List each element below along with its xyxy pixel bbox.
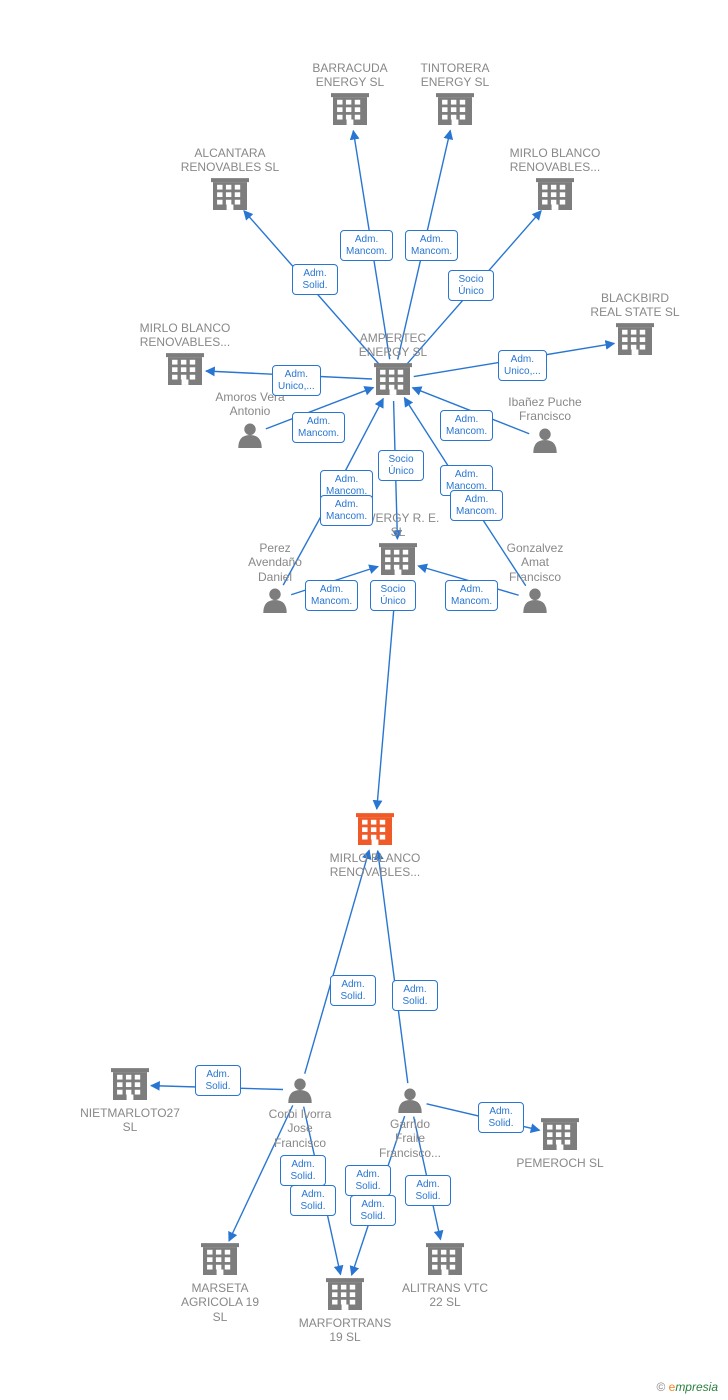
edge-label: Adm.Mancom.: [292, 412, 345, 443]
building-icon[interactable]: [326, 1278, 364, 1310]
edge-label: Adm.Solid.: [280, 1155, 326, 1186]
building-icon[interactable]: [536, 178, 574, 210]
edge-label: Adm.Solid.: [290, 1185, 336, 1216]
building-icon[interactable]: [436, 93, 474, 125]
edge-label: Adm.Mancom.: [305, 580, 358, 611]
edge-label: Adm.Solid.: [330, 975, 376, 1006]
edge-label: Adm.Solid.: [345, 1165, 391, 1196]
building-icon[interactable]: [331, 93, 369, 125]
person-icon[interactable]: [288, 1079, 311, 1103]
building-icon[interactable]: [201, 1243, 239, 1275]
copyright: © empresia: [656, 1380, 718, 1394]
edge: [378, 851, 408, 1083]
edge-label: Adm.Mancom.: [320, 495, 373, 526]
edge-label: Adm.Mancom.: [440, 410, 493, 441]
person-icon[interactable]: [533, 429, 556, 453]
building-icon[interactable]: [211, 178, 249, 210]
edge: [377, 581, 396, 809]
edge-label: Adm.Unico,...: [272, 365, 321, 396]
building-icon[interactable]: [426, 1243, 464, 1275]
building-icon[interactable]: [111, 1068, 149, 1100]
copyright-symbol: ©: [656, 1380, 665, 1394]
building-icon[interactable]: [166, 353, 204, 385]
building-icon[interactable]: [616, 323, 654, 355]
edge-label: Adm.Solid.: [478, 1102, 524, 1133]
edge: [305, 850, 369, 1073]
edge-label: Adm.Solid.: [292, 264, 338, 295]
person-icon[interactable]: [238, 424, 261, 448]
edge-label: Adm.Solid.: [392, 980, 438, 1011]
edge-label: Adm.Mancom.: [445, 580, 498, 611]
edge-label: Adm.Mancom.: [405, 230, 458, 261]
edge-label: Adm.Unico,...: [498, 350, 547, 381]
edge-label: Adm.Mancom.: [340, 230, 393, 261]
edge-label: SocioÚnico: [378, 450, 424, 481]
person-icon[interactable]: [523, 589, 546, 613]
edge-label: SocioÚnico: [448, 270, 494, 301]
building-icon[interactable]: [379, 543, 417, 575]
edge-label: Adm.Solid.: [350, 1195, 396, 1226]
edge-label: SocioÚnico: [370, 580, 416, 611]
edge-label: Adm.Mancom.: [450, 490, 503, 521]
person-icon[interactable]: [263, 589, 286, 613]
building-icon[interactable]: [541, 1118, 579, 1150]
brand: empresia: [669, 1380, 718, 1394]
edge-label: Adm.Solid.: [405, 1175, 451, 1206]
edge-label: Adm.Solid.: [195, 1065, 241, 1096]
brand-rest: mpresia: [675, 1380, 718, 1394]
building-icon[interactable]: [356, 813, 394, 845]
person-icon[interactable]: [398, 1089, 421, 1113]
building-icon[interactable]: [374, 363, 412, 395]
